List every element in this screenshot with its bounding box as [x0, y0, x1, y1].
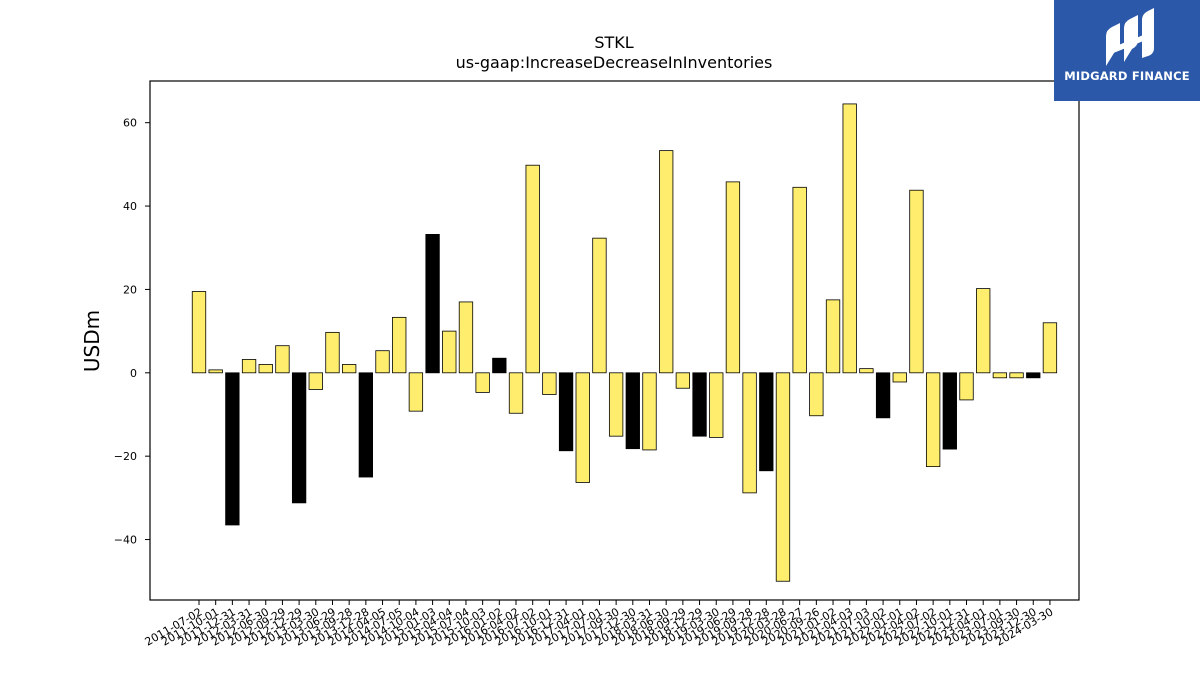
bar-2020-09-26 — [809, 372, 824, 417]
y-tick-label: −40 — [114, 534, 137, 547]
y-tick-label: 60 — [123, 117, 137, 130]
logo-text: MIDGARD FINANCE — [1064, 69, 1190, 83]
bar-2012-03-31 — [241, 359, 257, 374]
y-tick-label: −20 — [114, 450, 137, 463]
bar-2019-12-28 — [759, 372, 774, 472]
bar-2018-06-30 — [659, 150, 674, 374]
bar-2016-12-31 — [558, 372, 574, 452]
midgard-finance-logo: MIDGARD FINANCE — [1054, 0, 1200, 101]
bar-2023-12-30 — [1026, 372, 1041, 379]
bar-2016-07-02 — [525, 164, 540, 374]
bar-2014-10-04 — [408, 372, 424, 412]
bar-2017-07-01 — [592, 237, 607, 374]
y-tick-label: 20 — [123, 283, 137, 296]
bar-2013-03-30 — [308, 372, 323, 390]
chart-title: STKL — [594, 33, 633, 52]
y-tick-label: 40 — [123, 200, 137, 213]
bar-2015-01-03 — [425, 234, 440, 374]
bar-2013-06-29 — [325, 331, 340, 374]
bar-2024-03-30 — [1042, 322, 1058, 374]
bar-2021-10-02 — [875, 372, 891, 419]
bar-2021-07-03 — [859, 368, 874, 374]
bar-2018-03-31 — [642, 372, 657, 451]
bar-2014-07-05 — [392, 316, 407, 374]
bar-2018-12-29 — [692, 372, 707, 437]
bar-2021-01-02 — [825, 299, 841, 374]
bar-2016-10-01 — [542, 372, 557, 395]
bar-2017-12-30 — [625, 372, 640, 450]
x-axis: 2011-07-022011-10-012011-12-312012-03-31… — [143, 600, 1055, 649]
bar-2016-04-02 — [508, 372, 524, 414]
bar-2015-10-03 — [475, 372, 490, 393]
bar-2012-09-29 — [275, 345, 290, 374]
bar-2017-04-01 — [575, 372, 590, 483]
bar-2023-07-01 — [992, 372, 1008, 379]
y-axis: −40 −20 0 20 40 60 — [114, 117, 150, 547]
bar-2022-01-01 — [892, 372, 907, 383]
bar-2013-12-28 — [358, 372, 374, 478]
bar-2011-07-02 — [191, 291, 207, 374]
bar-2020-03-28 — [775, 372, 791, 582]
bar-2023-04-01 — [976, 288, 991, 374]
plot-frame — [149, 80, 1080, 601]
bar-2019-09-28 — [742, 372, 757, 494]
bar-2023-09-30 — [1009, 372, 1024, 379]
bar-2013-09-28 — [342, 364, 357, 374]
bar-2014-04-05 — [375, 350, 390, 374]
bar-2019-03-30 — [709, 372, 724, 438]
bar-2015-07-04 — [458, 301, 474, 374]
bar-2022-07-02 — [925, 372, 941, 468]
y-tick-label: 0 — [130, 367, 137, 380]
bar-2022-12-31 — [959, 372, 974, 401]
bar-2022-04-02 — [909, 189, 924, 374]
y-axis-label: USDm — [80, 310, 104, 372]
bar-2012-12-29 — [291, 372, 307, 504]
bar-2018-09-29 — [675, 372, 691, 389]
bar-2020-06-27 — [792, 186, 807, 374]
bar-2011-10-01 — [208, 369, 223, 374]
chart-subtitle: us-gaap:IncreaseDecreaseInInventories — [456, 53, 773, 72]
bar-2015-04-04 — [442, 330, 457, 374]
bar-2022-10-01 — [942, 372, 957, 450]
bar-2012-06-30 — [258, 364, 273, 374]
midgard-logo-icon — [1106, 8, 1154, 66]
bar-2021-04-03 — [842, 103, 857, 374]
bar-2011-12-31 — [225, 372, 240, 526]
bar-2016-01-02 — [492, 357, 507, 374]
bar-2017-09-30 — [608, 372, 624, 437]
bar-2019-06-29 — [725, 181, 741, 374]
bars-group — [191, 103, 1058, 582]
